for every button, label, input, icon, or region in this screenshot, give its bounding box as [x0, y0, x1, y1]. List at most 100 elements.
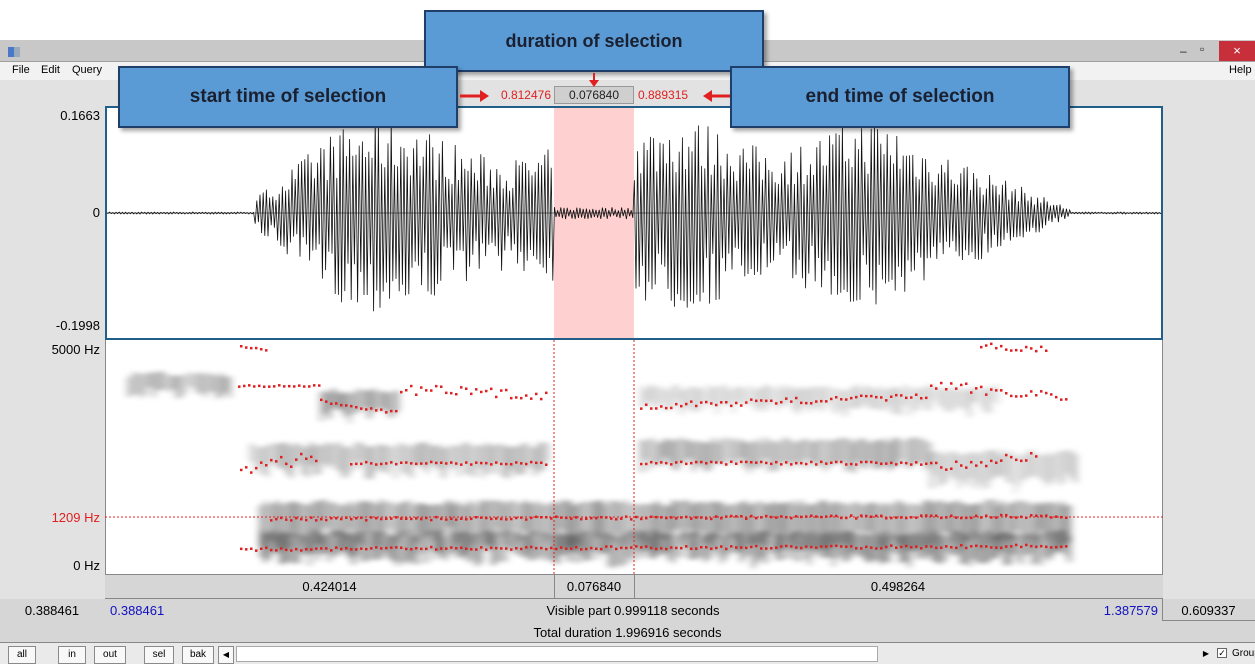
spectrogram-cell: [522, 443, 525, 475]
segment-selected[interactable]: 0.076840: [554, 575, 635, 598]
zoom-selection-button[interactable]: sel: [144, 646, 174, 664]
formant-point: [460, 386, 463, 389]
spectrogram-cell: [916, 437, 919, 464]
scroll-bar[interactable]: [236, 646, 878, 662]
menu-query[interactable]: Query: [72, 64, 102, 76]
close-button[interactable]: ×: [1219, 41, 1255, 61]
spectrogram-cell: [496, 500, 499, 529]
spectrogram-cell: [784, 437, 787, 463]
formant-point: [485, 389, 488, 393]
formant-point: [1025, 543, 1028, 547]
spectrogram-cell: [272, 530, 275, 553]
zoom-out-button[interactable]: out: [94, 646, 126, 664]
spectrogram-cell: [380, 390, 383, 408]
spectrogram-cell: [264, 500, 267, 550]
menu-edit[interactable]: Edit: [41, 64, 60, 76]
spectrogram-cell: [960, 532, 963, 564]
maximize-button[interactable]: ▫: [1200, 42, 1205, 56]
spectrogram-cell: [888, 505, 891, 552]
selection-highlight[interactable]: [554, 108, 634, 338]
spectrogram-cell: [944, 388, 947, 412]
formant-point: [420, 462, 423, 465]
spectrogram-cell: [360, 500, 363, 546]
formant-point: [1010, 516, 1013, 519]
formant-point: [430, 389, 433, 392]
spectrogram-cell: [732, 532, 735, 552]
spectrogram-cell: [772, 532, 775, 555]
visible-part-label: Visible part 0.999118 seconds: [546, 603, 720, 618]
spectrogram-cell: [684, 530, 687, 549]
spectrogram-cell: [900, 390, 903, 416]
spectrogram-cell: [828, 387, 831, 408]
spectrogram-cell: [720, 384, 723, 406]
selection-duration-box[interactable]: 0.076840: [554, 86, 634, 104]
spectrogram-cell: [984, 388, 987, 413]
formant-point: [435, 384, 438, 388]
spectrogram-cell: [692, 531, 695, 560]
spectrogram-cell: [784, 388, 787, 406]
spectrogram-cell: [900, 501, 903, 546]
formant-point: [245, 548, 248, 551]
formant-point: [790, 400, 793, 403]
zoom-back-button[interactable]: bak: [182, 646, 214, 664]
formant-point: [400, 390, 403, 394]
menu-file[interactable]: File: [12, 64, 30, 76]
zoom-all-button[interactable]: all: [8, 646, 36, 664]
spectrogram-cell: [1022, 455, 1025, 481]
formant-point: [510, 396, 513, 400]
formant-point: [680, 404, 683, 408]
formant-point: [830, 461, 833, 464]
formant-point: [820, 460, 823, 464]
formant-point: [760, 460, 763, 464]
formant-point: [525, 518, 528, 521]
formant-point: [655, 407, 658, 410]
formant-point: [730, 460, 733, 463]
spectrogram-cell: [876, 388, 879, 410]
segment-before[interactable]: 0.424014: [105, 575, 555, 598]
menu-help[interactable]: Help: [1229, 64, 1252, 76]
spectrogram-cell: [1044, 530, 1047, 557]
formant-point: [965, 516, 968, 520]
formant-point: [750, 461, 753, 464]
spectrogram-cell: [982, 451, 985, 489]
spectrogram-cell: [660, 386, 663, 403]
formant-point: [430, 460, 433, 464]
formant-point: [485, 461, 488, 465]
formant-point: [920, 547, 923, 550]
spectrogram-cell: [184, 375, 187, 394]
spectrogram-cell: [292, 501, 295, 537]
scroll-right-icon[interactable]: ▶: [1202, 649, 1210, 658]
visible-part-bar[interactable]: 0.388461 Visible part 0.999118 seconds 1…: [104, 599, 1163, 622]
formant-point: [465, 518, 468, 521]
spectrogram-cell: [990, 450, 993, 481]
spectrogram-cell: [1034, 453, 1037, 478]
formant-point: [965, 382, 968, 385]
left-hidden-duration[interactable]: 0.388461: [0, 599, 105, 622]
formant-point: [535, 515, 538, 519]
formant-point: [680, 546, 683, 550]
minimize-button[interactable]: –: [1180, 44, 1187, 58]
formant-point: [710, 460, 713, 464]
spectrogram-cell: [390, 447, 393, 466]
group-checkbox[interactable]: ✓: [1217, 648, 1227, 658]
spectrogram-cell: [494, 444, 497, 474]
total-duration-row[interactable]: Total duration 1.996916 seconds: [0, 621, 1255, 643]
formant-point: [645, 403, 648, 406]
zoom-in-button[interactable]: in: [58, 646, 86, 664]
formant-point: [250, 547, 253, 550]
spectrogram-cell: [344, 533, 347, 554]
formant-point: [435, 461, 438, 465]
spectrogram-cell: [848, 531, 851, 560]
formant-point: [505, 388, 508, 392]
spectrogram-cell: [640, 385, 643, 408]
formant-point: [290, 519, 293, 522]
spectrogram-cell: [760, 387, 763, 407]
spectrogram-cell: [904, 505, 907, 551]
spectrogram-cell: [268, 504, 271, 540]
spectrogram-cell: [460, 531, 463, 557]
formant-point: [750, 545, 753, 549]
scroll-left-icon[interactable]: ◀: [218, 646, 234, 664]
spectrogram-cell: [132, 371, 135, 395]
right-hidden-duration[interactable]: 0.609337: [1181, 603, 1236, 618]
segment-after[interactable]: 0.498264: [870, 579, 926, 594]
